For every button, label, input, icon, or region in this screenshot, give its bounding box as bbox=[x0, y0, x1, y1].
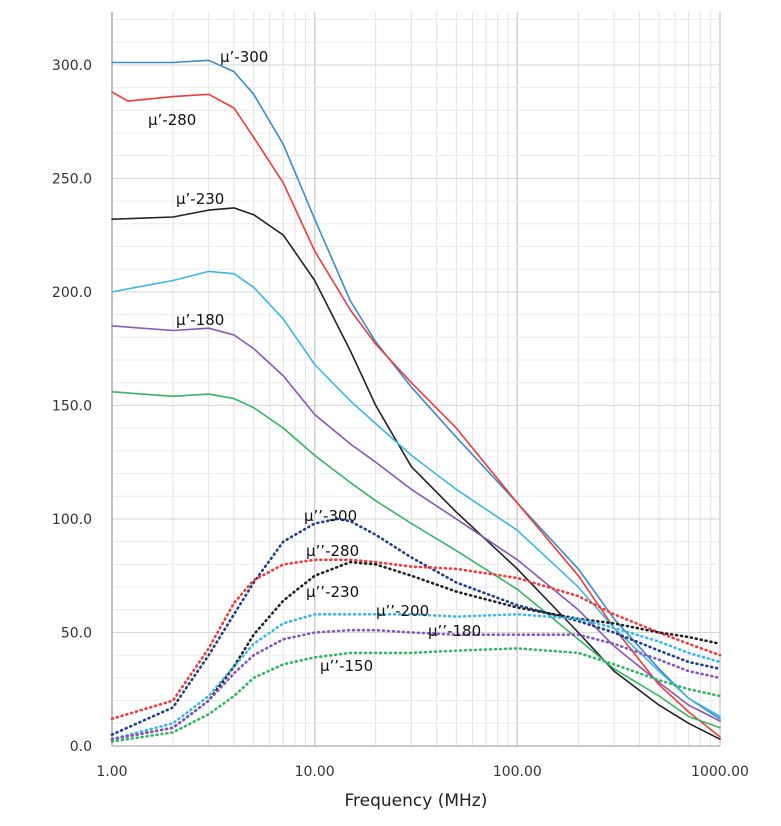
y-tick-label: 300.0 bbox=[52, 58, 92, 74]
x-tick-label: 1.00 bbox=[96, 764, 127, 780]
annotation-label: μ’-230 bbox=[176, 190, 224, 208]
series-line-10 bbox=[110, 628, 722, 741]
series-line-4 bbox=[111, 325, 721, 722]
series-line-1 bbox=[111, 91, 721, 738]
annotation-label: μ’’-230 bbox=[306, 583, 359, 601]
x-axis-title: Frequency (MHz) bbox=[344, 791, 487, 811]
annotation-label: μ’’-200 bbox=[376, 602, 429, 620]
y-tick-label: 100.0 bbox=[52, 512, 92, 528]
annotation-label: μ’’-300 bbox=[304, 507, 357, 525]
series-annotations: μ’-300 μ’-280 μ’-230 μ’-180 μ’’-300 μ’’-280 μ’… bbox=[148, 48, 481, 675]
annotation-label: μ’-280 bbox=[148, 111, 196, 129]
annotation-label: μ’’-280 bbox=[306, 542, 359, 560]
series-line-5 bbox=[111, 390, 721, 729]
annotation-label: μ’-300 bbox=[220, 48, 268, 66]
series-line-8 bbox=[110, 560, 722, 741]
y-tick-label: 150.0 bbox=[52, 398, 92, 414]
series-line-9 bbox=[110, 612, 722, 741]
series-lines bbox=[110, 59, 722, 743]
series-line-0 bbox=[111, 59, 721, 720]
series-line-11 bbox=[110, 647, 722, 743]
grid bbox=[111, 12, 721, 747]
x-tick-label: 1000.00 bbox=[691, 764, 749, 780]
x-tick-label: 10.00 bbox=[295, 764, 335, 780]
annotation-label: μ’-180 bbox=[176, 311, 224, 329]
annotation-label: μ’’-150 bbox=[320, 657, 373, 675]
series-line-3 bbox=[111, 270, 721, 718]
y-tick-label: 250.0 bbox=[52, 171, 92, 187]
y-tick-label: 50.0 bbox=[61, 625, 92, 641]
x-tick-label: 100.00 bbox=[493, 764, 542, 780]
annotation-label: μ’’-180 bbox=[428, 622, 481, 640]
series-line-2 bbox=[111, 207, 721, 741]
series-line-6 bbox=[110, 517, 722, 736]
y-tick-label: 200.0 bbox=[52, 285, 92, 301]
tick-labels: 0.0 50.0 100.0 150.0 200.0 250.0 300.0 1.00 10.0… bbox=[52, 58, 749, 780]
series-line-7 bbox=[110, 558, 722, 721]
y-tick-label: 0.0 bbox=[70, 739, 92, 755]
